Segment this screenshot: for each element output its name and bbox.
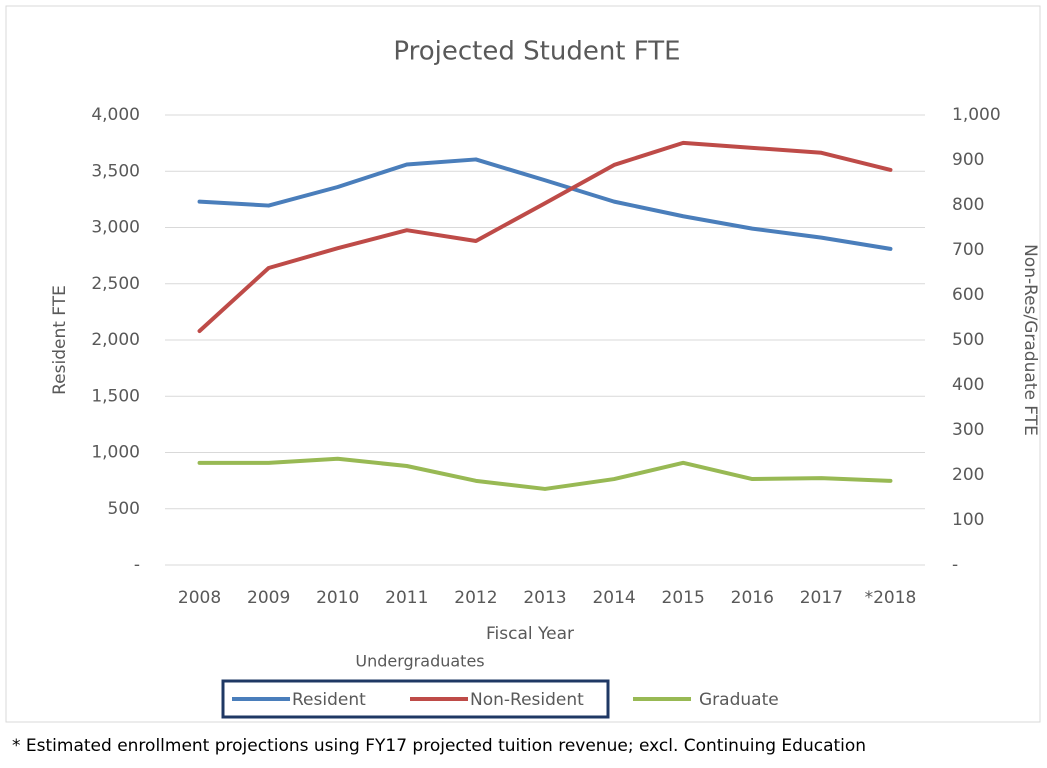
y2-tick-label: 500 [952,330,984,350]
y-tick-label: 500 [108,499,140,519]
y-tick-label: 3,000 [91,218,140,238]
x-tick-label: 2008 [178,588,221,608]
y2-tick-label: 700 [952,240,984,260]
y2-tick-label: 600 [952,285,984,305]
legend-label: Non-Resident [470,690,584,710]
x-axis-title: Fiscal Year [486,624,574,644]
x-tick-label: 2014 [592,588,635,608]
x-tick-label: 2010 [316,588,359,608]
series-line [197,140,893,333]
y-tick-label: 2,000 [91,330,140,350]
y2-tick-label: 800 [952,195,984,215]
y2-tick-label: 900 [952,150,984,170]
chart-border [5,5,1041,723]
y-axis-title: Resident FTE [50,285,70,395]
series-line [197,456,893,491]
y-tick-label: 1,000 [91,443,140,463]
x-tick-label: 2016 [731,588,774,608]
x-tick-label: 2017 [800,588,843,608]
x-tick-label: 2012 [454,588,497,608]
chart-title: Projected Student FTE [393,37,680,67]
legend-group-box [221,679,610,719]
y-tick-label: - [134,555,140,575]
y-tick-label: 1,500 [91,386,140,406]
legend-group-title: Undergraduates [355,652,484,671]
series-line [197,157,893,251]
y2-tick-label: 100 [952,510,984,530]
x-tick-label: 2009 [247,588,290,608]
y2-tick-label: 300 [952,420,984,440]
x-tick-label: 2013 [523,588,566,608]
x-tick-label: 2015 [662,588,705,608]
footnote: * Estimated enrollment projections using… [12,736,866,756]
y2-tick-label: 1,000 [952,105,1001,125]
y2-tick-label: 200 [952,465,984,485]
x-tick-label: 2011 [385,588,428,608]
y-tick-label: 3,500 [91,161,140,181]
y2-tick-label: 400 [952,375,984,395]
y-tick-label: 4,000 [91,105,140,125]
y2-axis-title: Non-Res/Graduate FTE [1020,244,1040,436]
y2-tick-label: - [952,555,958,575]
x-tick-label: *2018 [865,588,917,608]
legend-label: Graduate [699,690,779,710]
y-tick-label: 2,500 [91,274,140,294]
legend-label: Resident [292,690,366,710]
